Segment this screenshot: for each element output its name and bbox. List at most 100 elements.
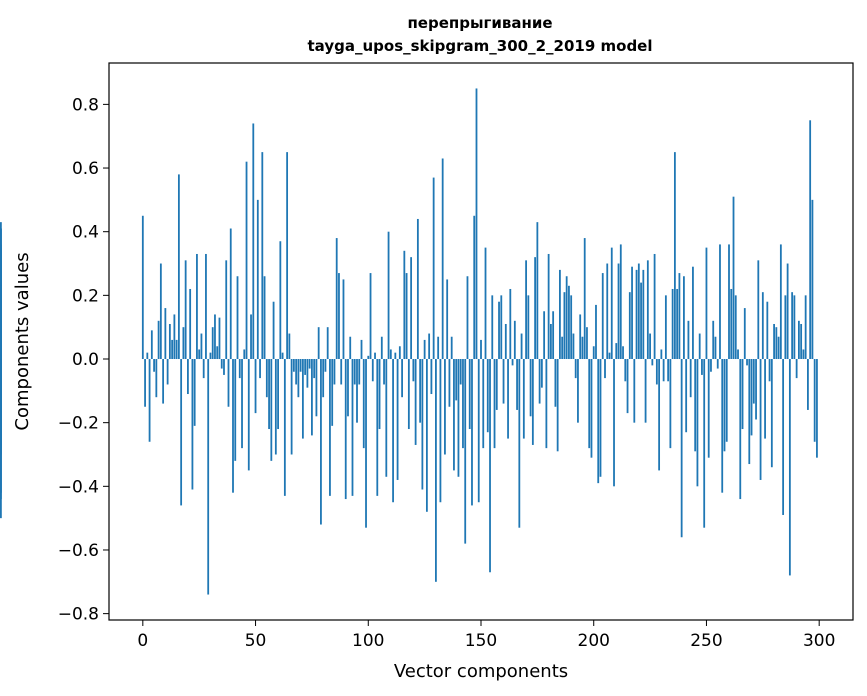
bar [599, 359, 602, 477]
bar [205, 253, 207, 359]
bar [288, 333, 291, 359]
bar [797, 320, 800, 359]
bar [809, 120, 812, 359]
bar [766, 301, 769, 359]
bar [764, 359, 766, 439]
bar [604, 359, 606, 379]
bar [631, 266, 633, 359]
bar [324, 359, 327, 372]
bar [389, 349, 392, 360]
bar [329, 359, 331, 496]
bar [804, 295, 807, 360]
bar [184, 260, 187, 360]
bar [416, 218, 419, 360]
x-tick-label: 250 [690, 631, 722, 651]
bar [164, 308, 167, 360]
bar [676, 288, 679, 359]
bar [453, 359, 455, 471]
bar [703, 359, 706, 528]
bar [229, 228, 232, 360]
y-tick-label: −0.2 [58, 414, 99, 434]
bar [791, 292, 794, 360]
bar [500, 295, 503, 360]
bar [362, 359, 365, 449]
bar [234, 359, 237, 461]
bar [723, 359, 726, 452]
bar [662, 359, 665, 382]
bar [301, 359, 304, 439]
bar [457, 359, 460, 477]
bar [173, 314, 176, 360]
bar [462, 359, 464, 449]
bar [306, 359, 309, 388]
bar [545, 359, 548, 449]
bar [484, 247, 487, 360]
bar [669, 359, 672, 449]
bar [200, 333, 203, 359]
bar [491, 295, 494, 360]
bar [182, 327, 185, 360]
bar [392, 359, 394, 503]
bar [444, 359, 446, 455]
bar [716, 359, 719, 369]
bar [439, 359, 442, 503]
bar [322, 359, 325, 398]
x-axis-label: Vector components [394, 661, 568, 682]
bar [281, 352, 284, 360]
bar [283, 359, 286, 496]
bar [425, 359, 428, 512]
bar [338, 273, 340, 360]
bar [259, 359, 261, 379]
bar [728, 244, 730, 359]
bar [177, 174, 180, 360]
bar [673, 152, 676, 360]
bar [712, 320, 715, 359]
bar [687, 320, 690, 359]
bar [685, 359, 688, 433]
bar [655, 359, 658, 385]
bar [732, 196, 735, 360]
bar [746, 359, 748, 366]
bar [595, 304, 597, 360]
bar [667, 359, 670, 382]
bar [608, 352, 611, 360]
bar [601, 273, 604, 360]
bar [633, 359, 636, 423]
bar [493, 359, 496, 449]
bar [807, 359, 809, 410]
bar [405, 273, 408, 360]
bar [227, 359, 230, 407]
bar [721, 359, 724, 493]
bar [534, 257, 537, 359]
bar [247, 359, 250, 471]
bar [304, 359, 307, 375]
bar [419, 359, 422, 423]
bar [743, 308, 746, 360]
bar [254, 359, 257, 414]
bar [626, 359, 629, 414]
bar [168, 323, 171, 359]
bar [196, 253, 198, 359]
y-tick-label: 0.0 [72, 350, 99, 370]
bar [568, 285, 570, 360]
bar [290, 359, 293, 455]
bar [356, 359, 358, 423]
bar [561, 336, 564, 360]
bar [216, 346, 219, 359]
bar [286, 152, 289, 360]
bar [450, 336, 453, 360]
bar [376, 359, 379, 496]
bar [331, 359, 334, 426]
bar [369, 273, 372, 360]
bar [617, 263, 620, 360]
bar [540, 359, 543, 388]
bar [317, 327, 320, 360]
bar [448, 359, 451, 407]
bar [365, 359, 367, 528]
bar [421, 359, 424, 490]
bar [698, 333, 701, 359]
bar [326, 327, 329, 360]
bar [800, 323, 803, 359]
bar [292, 359, 295, 372]
bar [157, 320, 160, 359]
